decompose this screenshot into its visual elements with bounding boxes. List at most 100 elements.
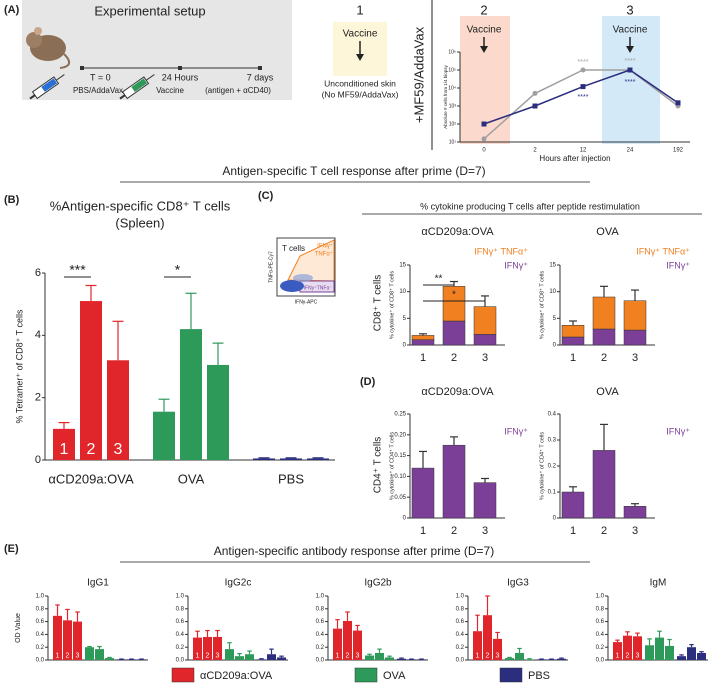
x-tick-label: 3 <box>632 525 638 537</box>
panel-label: (D) <box>360 376 376 388</box>
significance-label: * <box>452 290 456 301</box>
flow-gate-label: IFNγ⁺TNFα⁻ <box>304 285 333 291</box>
y-tick-label: 1.0 <box>36 594 45 600</box>
bar-label: 2 <box>626 652 630 659</box>
y-tick-label: 5 <box>403 316 407 322</box>
flow-axis-label: IFNγ-APC <box>295 299 318 305</box>
bar <box>561 491 585 519</box>
y-tick-label: 0 <box>403 343 407 349</box>
condition-label: Vaccine <box>467 25 502 36</box>
panel-label: (A) <box>4 4 20 16</box>
panel-label: (B) <box>4 194 20 206</box>
legend-label: PBS <box>528 670 550 682</box>
y-tick-label: 6 <box>35 267 41 279</box>
x-tick-label: 2 <box>601 352 607 364</box>
bar <box>493 638 502 660</box>
bar <box>515 652 524 660</box>
y-tick-label: 0.20 <box>394 432 406 438</box>
legend-label: IFNγ⁺ TNFα⁺ <box>636 246 690 256</box>
bar <box>343 620 352 660</box>
point <box>580 84 586 90</box>
y-tick-label: 1.0 <box>176 594 185 600</box>
bar <box>353 630 362 660</box>
syringe <box>29 74 65 100</box>
x-tick-label: 1 <box>420 352 426 364</box>
point <box>532 103 538 109</box>
bar-label: 1 <box>196 652 200 659</box>
chart-title: IgG2b <box>364 578 392 589</box>
row-label: CD8⁺ T cells <box>373 275 384 332</box>
bar-label: 3 <box>356 652 360 659</box>
bar-label: 2 <box>66 652 70 659</box>
point <box>675 100 681 106</box>
annotation: **** <box>625 58 636 65</box>
bar-segment <box>473 306 497 335</box>
timeline-point <box>178 66 182 70</box>
injection-label: PBS/AddaVax <box>73 86 123 95</box>
annotation: **** <box>578 59 589 66</box>
row-label: CD4⁺ T cells <box>373 437 384 494</box>
y-tick-label: 0.05 <box>394 495 406 501</box>
y-tick-label: 0 <box>553 516 557 522</box>
group-label: αCD209a:OVA <box>48 471 134 486</box>
bar <box>153 411 175 460</box>
bar <box>53 428 75 460</box>
mouse <box>26 27 71 69</box>
bar <box>193 637 202 660</box>
x-tick-label: 2 <box>601 525 607 537</box>
y-tick-label: 0.25 <box>394 412 406 418</box>
legend-label: IFNγ⁺ TNFα⁺ <box>474 246 528 256</box>
y-tick-label: 0.1 <box>548 490 557 496</box>
y-tick-label: 0.4 <box>176 632 185 638</box>
y-tick-label: 0.15 <box>394 453 406 459</box>
significance-label: * <box>175 262 181 278</box>
condition-number: 2 <box>480 2 487 17</box>
y-tick-label: 10⁵ <box>448 67 456 73</box>
x-tick-label: 2 <box>451 352 457 364</box>
x-tick-label: 2 <box>533 148 537 154</box>
timeline-label: T = 0 <box>90 72 111 82</box>
section-header: Antigen-specific T cell response after p… <box>222 164 485 178</box>
y-tick-label: 0.10 <box>394 474 406 480</box>
y-tick-label: 5 <box>553 316 557 322</box>
bar <box>623 506 647 519</box>
y-tick-label: 10⁴ <box>448 85 456 91</box>
x-tick-label: 3 <box>632 352 638 364</box>
y-tick-label: 0.2 <box>548 464 557 470</box>
bar <box>385 657 394 660</box>
bar <box>53 615 62 660</box>
y-tick-label: 0.4 <box>548 412 557 418</box>
y-tick-label: 0.2 <box>456 645 465 651</box>
condition-label: Vaccine <box>343 29 378 40</box>
panel-label: (E) <box>4 543 19 555</box>
bar <box>505 658 514 660</box>
y-tick-label: 0.4 <box>316 632 325 638</box>
point <box>627 67 633 73</box>
bar <box>677 656 686 660</box>
bar-label: 3 <box>216 652 220 659</box>
point <box>580 67 586 73</box>
chart-title: IgG3 <box>507 578 529 589</box>
y-tick-label: 10 <box>549 289 556 295</box>
legend-swatch <box>171 667 195 683</box>
annotation: **** <box>578 94 589 101</box>
y-tick-label: 0.2 <box>316 645 325 651</box>
setup-box <box>22 0 292 100</box>
x-tick-label: 24 <box>627 148 634 154</box>
y-tick-label: 0 <box>403 516 407 522</box>
bar <box>407 659 416 660</box>
y-tick-label: 0.6 <box>316 619 325 625</box>
bar-label: 1 <box>476 652 480 659</box>
legend-label: IFNγ⁺ <box>504 426 528 436</box>
y-tick-label: 0.8 <box>456 606 465 612</box>
window <box>602 16 660 144</box>
injection-label: (antigen + αCD40) <box>205 86 271 95</box>
bar <box>127 659 136 660</box>
bar-segment <box>561 325 585 338</box>
y-tick-label: 0.2 <box>176 645 185 651</box>
chart-subtitle: (Spleen) <box>115 215 164 230</box>
bar <box>80 301 102 460</box>
legend-swatch <box>354 667 378 683</box>
bar-label: 3 <box>76 652 80 659</box>
condition-number: 3 <box>626 2 633 17</box>
